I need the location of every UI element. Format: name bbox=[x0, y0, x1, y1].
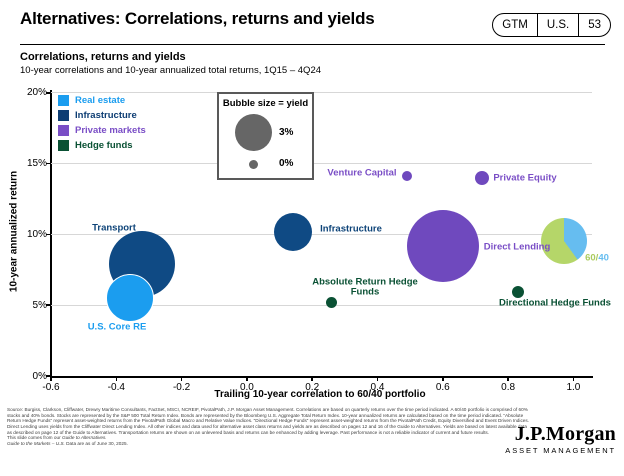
jpmorgan-logo-name: J.P.Morgan bbox=[514, 423, 616, 445]
gtm-badge: GTM U.S. 53 bbox=[492, 13, 611, 37]
x-tick-label: 0.0 bbox=[239, 382, 254, 393]
y-tick bbox=[46, 233, 50, 236]
bubble-size-legend: Bubble size = yield 3% 0% bbox=[217, 92, 314, 180]
chart-title: Correlations, returns and yields bbox=[20, 51, 186, 63]
x-tick-label: -0.2 bbox=[172, 382, 191, 393]
title-divider bbox=[20, 44, 605, 45]
gridline-15 bbox=[51, 163, 592, 165]
x-tick bbox=[507, 377, 509, 381]
bubble-size-big-label: 3% bbox=[279, 127, 294, 138]
bubble-p6040 bbox=[540, 218, 587, 265]
x-tick-label: -0.4 bbox=[107, 382, 125, 393]
bubble-label-direct_lending: Direct Lending bbox=[483, 241, 551, 253]
x-tick-label: 0.8 bbox=[501, 382, 516, 393]
bubble-private_equity bbox=[474, 170, 489, 185]
bubble-direct_lending bbox=[406, 209, 479, 282]
bubble-label-absolute_return_hf: Absolute Return Hedge Funds bbox=[312, 276, 418, 298]
x-axis-title: Trailing 10-year correlation to 60/40 po… bbox=[214, 389, 426, 400]
bubble-absolute_return_hf bbox=[326, 296, 338, 308]
legend-label: Private markets bbox=[75, 125, 146, 136]
legend-item-private_markets: Private markets bbox=[58, 125, 146, 136]
legend-swatch-icon bbox=[58, 140, 69, 151]
x-tick bbox=[572, 377, 575, 381]
bubble-label-directional_hf: Directional Hedge Funds bbox=[499, 297, 611, 309]
x-tick bbox=[442, 377, 444, 381]
x-tick bbox=[180, 377, 183, 381]
footnote-gtm-date: Guide to the Markets – U.S. Data are as … bbox=[7, 440, 128, 446]
jpmorgan-logo-sub: ASSET MANAGEMENT bbox=[505, 446, 616, 455]
bubble-size-big-circle-icon bbox=[235, 114, 272, 151]
x-tick-label: 0.2 bbox=[305, 382, 320, 393]
footnote-paragraph: Source: Burgiss, Clarkson, Cliffwater, D… bbox=[7, 407, 530, 435]
x-tick bbox=[246, 377, 248, 381]
y-tick bbox=[46, 375, 50, 377]
y-tick bbox=[46, 92, 50, 94]
y-axis-line bbox=[50, 90, 52, 377]
bubble-label-private_equity: Private Equity bbox=[493, 172, 557, 184]
legend-item-hedge_funds: Hedge funds bbox=[58, 140, 146, 151]
x-tick-label: 0.6 bbox=[435, 382, 450, 393]
jpmorgan-logo: J.P.Morgan ASSET MANAGEMENT bbox=[505, 423, 616, 456]
y-tick bbox=[46, 304, 50, 306]
page-title: Alternatives: Correlations, returns and … bbox=[20, 9, 375, 28]
legend-item-real_estate: Real estate bbox=[58, 95, 146, 106]
x-tick bbox=[376, 377, 379, 381]
gtm-badge-page: 53 bbox=[578, 14, 610, 36]
x-axis-line bbox=[50, 376, 593, 378]
gtm-badge-gtm: GTM bbox=[502, 19, 528, 31]
gridline-5 bbox=[51, 304, 592, 306]
x-tick-label: -0.6 bbox=[42, 382, 60, 393]
bubble-label-transport: Transport bbox=[92, 222, 136, 234]
series-legend: Real estate Infrastructure Private markets… bbox=[58, 95, 146, 155]
bubble-label-infrastructure: Infrastructure bbox=[320, 223, 382, 235]
gridline-20 bbox=[51, 92, 592, 94]
bubble-infrastructure bbox=[273, 212, 312, 251]
y-tick-label: 20% bbox=[26, 87, 47, 99]
footnote-slide-source: This slide comes from our Guide to Alter… bbox=[7, 435, 107, 441]
bubble-venture_capital bbox=[401, 171, 412, 182]
x-tick bbox=[115, 377, 118, 381]
legend-label: Hedge funds bbox=[75, 140, 133, 151]
y-tick-label: 0% bbox=[32, 370, 47, 382]
bubble-label-us_core_re: U.S. Core RE bbox=[87, 321, 147, 333]
bubble-size-small-circle-icon bbox=[249, 160, 258, 169]
bubble-size-small-label: 0% bbox=[279, 158, 294, 169]
y-tick-label: 10% bbox=[26, 228, 47, 240]
legend-swatch-icon bbox=[58, 125, 69, 136]
bubble-label-p6040: 60/40 bbox=[585, 252, 609, 264]
bubble-directional_hf bbox=[511, 286, 524, 299]
x-tick bbox=[50, 377, 52, 381]
legend-swatch-icon bbox=[58, 110, 69, 121]
bubble-us_core_re bbox=[106, 273, 155, 322]
x-tick-label: 0.4 bbox=[370, 382, 385, 393]
gtm-badge-region: U.S. bbox=[536, 14, 578, 36]
footnote: Source: Burgiss, Clarkson, Cliffwater, D… bbox=[7, 407, 531, 446]
legend-label: Real estate bbox=[75, 95, 126, 106]
x-tick-label: 1.0 bbox=[566, 382, 581, 393]
y-tick-label: 5% bbox=[32, 299, 47, 311]
legend-label: Infrastructure bbox=[75, 110, 137, 121]
y-tick bbox=[46, 162, 50, 165]
bubble-size-legend-title: Bubble size = yield bbox=[222, 98, 309, 109]
x-tick bbox=[311, 377, 313, 381]
y-tick-label: 15% bbox=[26, 158, 47, 170]
gridline-10 bbox=[51, 233, 592, 235]
chart-subtitle: 10-year correlations and 10-year annuali… bbox=[20, 65, 322, 76]
legend-swatch-icon bbox=[58, 95, 69, 106]
bubble-label-venture_capital: Venture Capital bbox=[327, 167, 397, 179]
legend-item-infrastructure: Infrastructure bbox=[58, 110, 146, 121]
